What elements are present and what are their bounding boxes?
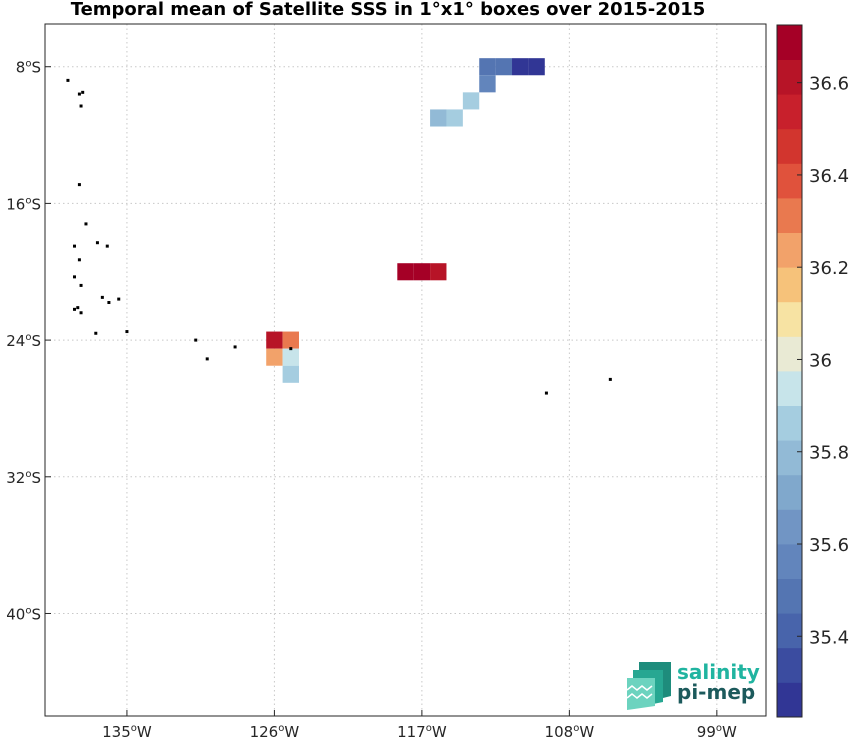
colorbar-segment xyxy=(777,198,802,233)
island-marker xyxy=(77,92,81,96)
island-marker xyxy=(72,244,76,248)
island-marker xyxy=(117,297,121,301)
island-marker xyxy=(76,306,80,310)
island-marker xyxy=(105,244,109,248)
colorbar-segment xyxy=(777,682,802,718)
island-marker xyxy=(95,241,99,245)
sss-cell xyxy=(446,109,463,127)
island-marker xyxy=(125,330,129,334)
island-marker xyxy=(79,104,83,108)
sss-cell xyxy=(397,263,414,281)
colorbar-tick-label: 36 xyxy=(809,350,832,371)
logo-text-pi-mep: pi-mep xyxy=(677,680,756,704)
colorbar-segment xyxy=(777,128,802,164)
lat-tick-label: 24oS xyxy=(6,332,41,350)
lat-tick-label: 8oS xyxy=(16,59,41,77)
sss-cell xyxy=(528,58,545,76)
colorbar: 35.4 35.6 35.8 36 36.2 36.4 36.6 xyxy=(776,24,849,718)
colorbar-segment xyxy=(777,25,802,60)
colorbar-tick-label: 36.6 xyxy=(809,74,849,95)
map-background xyxy=(45,24,766,716)
colorbar-segment xyxy=(777,440,802,476)
lat-tick-label: 32oS xyxy=(6,469,41,487)
colorbar-segment xyxy=(777,94,802,130)
colorbar-tick-label: 36.4 xyxy=(809,166,849,187)
colorbar-frame xyxy=(776,24,803,718)
colorbar-segment xyxy=(777,232,802,268)
map-title: Temporal mean of Satellite SSS in 1°x1° … xyxy=(70,0,706,20)
sss-cells xyxy=(266,58,545,383)
islands xyxy=(66,78,612,395)
logo-text-salinity: salinity xyxy=(677,660,760,684)
sss-cell xyxy=(266,331,283,349)
island-marker xyxy=(77,183,81,187)
colorbar-segment xyxy=(777,301,802,337)
island-marker xyxy=(544,391,548,395)
colorbar-tick-label: 35.8 xyxy=(809,443,849,464)
salinity-pi-mep-logo: salinity pi-mep xyxy=(627,660,760,710)
graticule xyxy=(45,24,766,716)
island-marker xyxy=(72,275,76,279)
logo-wave-icon xyxy=(627,662,671,710)
sss-cell xyxy=(495,58,513,76)
island-marker xyxy=(79,311,83,315)
sss-cell xyxy=(430,263,447,281)
sss-cell xyxy=(430,109,447,127)
sss-cell xyxy=(462,92,480,110)
sss-cell xyxy=(479,75,496,93)
colorbar-tick-label: 35.6 xyxy=(809,535,849,556)
colorbar-segment xyxy=(777,163,802,199)
sss-cell xyxy=(479,58,496,76)
island-marker xyxy=(84,222,88,226)
lat-tick-label: 40oS xyxy=(6,605,41,623)
island-marker xyxy=(194,338,198,342)
island-marker xyxy=(94,331,98,335)
lon-tick-label: 135oW xyxy=(102,723,152,740)
island-marker xyxy=(81,90,85,94)
colorbar-tick-label: 36.2 xyxy=(809,258,849,279)
lat-tick-label: 16oS xyxy=(6,195,41,213)
sss-cell xyxy=(266,348,283,366)
island-marker xyxy=(79,283,83,287)
colorbar-segment xyxy=(777,336,802,372)
sss-cell xyxy=(413,263,431,281)
island-marker xyxy=(107,301,111,305)
colorbar-segment xyxy=(777,371,802,406)
colorbar-segment xyxy=(777,578,802,614)
map-frame xyxy=(44,23,767,717)
colorbar-segment xyxy=(777,544,802,579)
sss-cell xyxy=(282,331,299,349)
island-marker xyxy=(72,307,76,311)
colorbar-segment xyxy=(777,59,802,95)
map-axes: 135oW 126oW 117oW 108oW 99oW 8oS 16oS 24oS 32oS 4… xyxy=(6,59,737,740)
island-marker xyxy=(66,78,70,82)
island-marker xyxy=(77,258,81,262)
sss-cell xyxy=(282,365,299,383)
island-marker xyxy=(289,347,293,351)
colorbar-segment xyxy=(777,474,802,510)
lon-tick-label: 108oW xyxy=(545,723,595,740)
colorbar-segment xyxy=(777,647,802,683)
colorbar-segment xyxy=(777,613,802,649)
colorbar-tick-label: 35.4 xyxy=(809,627,849,648)
island-marker xyxy=(608,377,612,381)
lon-tick-label: 117oW xyxy=(397,723,447,740)
colorbar-segment xyxy=(777,267,802,303)
island-marker xyxy=(205,357,209,361)
island-marker xyxy=(100,295,104,299)
island-marker xyxy=(233,345,237,349)
colorbar-segment xyxy=(777,509,802,545)
lon-tick-label: 99oW xyxy=(697,723,737,740)
colorbar-segment xyxy=(777,405,802,441)
sss-cell xyxy=(512,58,529,76)
sss-cell xyxy=(282,348,299,366)
lon-tick-label: 126oW xyxy=(250,723,300,740)
